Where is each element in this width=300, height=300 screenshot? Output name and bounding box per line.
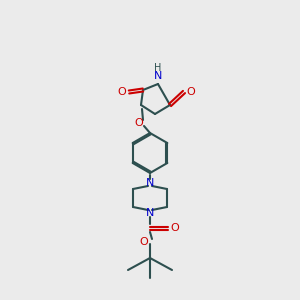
Text: O: O: [118, 87, 126, 97]
Text: N: N: [146, 208, 154, 218]
Text: O: O: [140, 237, 148, 247]
Text: O: O: [135, 118, 143, 128]
Text: O: O: [187, 87, 195, 97]
Text: O: O: [171, 223, 179, 233]
Text: N: N: [154, 71, 162, 81]
Text: H: H: [154, 63, 162, 73]
Text: N: N: [146, 178, 154, 188]
